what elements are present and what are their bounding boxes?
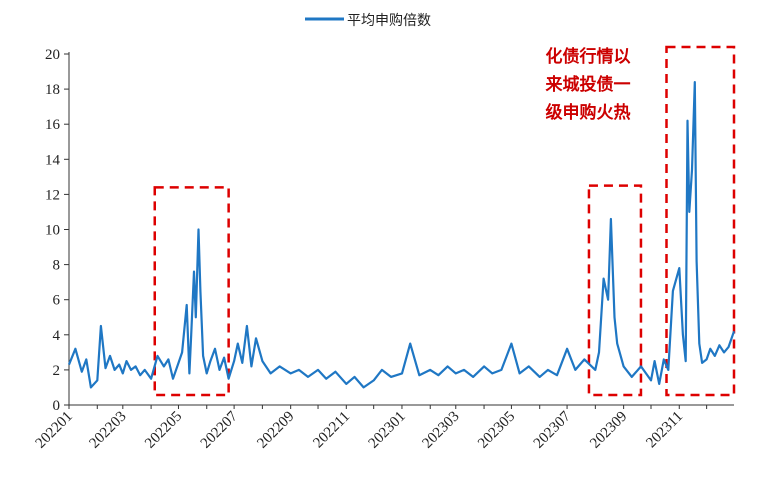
x-tick-label: 202301: [366, 409, 409, 452]
x-tick-label: 202209: [254, 409, 297, 452]
highlight-box: [587, 184, 643, 397]
legend-label: 平均申购倍数: [347, 13, 431, 29]
y-tick-label: 16: [45, 117, 61, 133]
highlight-box: [153, 186, 230, 397]
x-tick-label: 202307: [531, 408, 574, 451]
x-tick-label: 202203: [87, 409, 130, 452]
x-tick-label: 202305: [475, 409, 518, 452]
highlight-boxes: [153, 45, 736, 397]
y-tick-label: 10: [45, 223, 60, 239]
x-tick-label: 202205: [142, 409, 185, 452]
y-tick-label: 14: [45, 152, 61, 168]
y-tick-label: 18: [45, 82, 60, 98]
y-tick-label: 4: [53, 328, 61, 344]
y-tick-label: 6: [53, 293, 61, 309]
y-tick-label: 12: [45, 187, 60, 203]
y-tick-label: 2: [53, 363, 61, 379]
legend: 平均申购倍数: [305, 13, 431, 29]
x-tick-label: 202211: [310, 409, 353, 452]
x-tick-label: 202303: [419, 409, 462, 452]
series-line: [67, 81, 736, 389]
annotation-text: 级申购火热: [546, 102, 631, 123]
y-tick-label: 20: [45, 47, 60, 63]
series-layer: [67, 81, 736, 389]
y-tick-label: 0: [53, 398, 61, 414]
highlight-box: [665, 45, 736, 397]
annotation-text: 化债行情以: [546, 46, 631, 67]
x-tick-label: 202201: [33, 409, 76, 452]
x-tick-label: 202309: [587, 409, 630, 452]
x-tick-label: 202207: [198, 408, 241, 451]
y-tick-label: 8: [53, 258, 61, 274]
x-tick-label: 202311: [643, 409, 686, 452]
annotation-text: 来城投债一: [545, 74, 631, 95]
